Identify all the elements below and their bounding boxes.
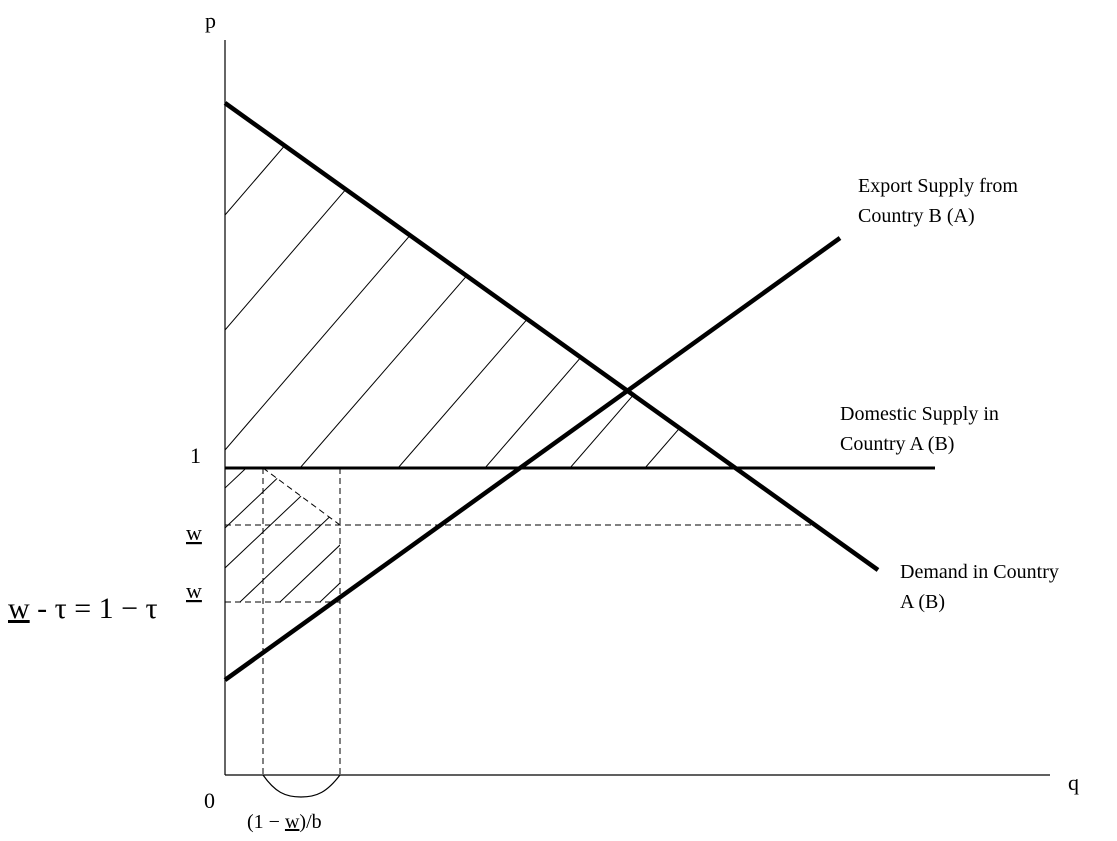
lower-hatched-area (225, 468, 340, 602)
demand-label-line2: A (B) (900, 591, 945, 613)
demand-curve (223, 101, 880, 572)
export-supply-label-line1: Export Supply from (858, 175, 1018, 197)
tick-label-w-upper: w (186, 520, 202, 545)
demand-label-line1: Demand in Country (900, 561, 1059, 583)
y-axis-label: p (205, 8, 216, 33)
brace-label-w: w (285, 811, 300, 833)
dashed-diagonal (262, 467, 341, 526)
x-axis-label: q (1068, 770, 1079, 795)
tick-label-w-lower: w (186, 578, 202, 603)
export-supply-curve (223, 236, 842, 682)
dashed-guides (225, 467, 818, 775)
brace-label: (1 − w)/b (247, 811, 322, 833)
domestic-supply-label-line2: Country A (B) (840, 433, 954, 455)
left-equation-w: w (8, 592, 30, 625)
origin-label: 0 (204, 788, 215, 813)
left-equation: w - τ = 1 − τ (8, 592, 158, 625)
brace-label-suffix: )/b (299, 811, 321, 833)
export-supply-label-line2: Country B (A) (858, 205, 975, 227)
x-brace (262, 774, 341, 798)
upper-hatched-area (225, 103, 738, 468)
domestic-supply-label-line1: Domestic Supply in (840, 403, 999, 425)
tick-label-one: 1 (190, 443, 201, 468)
left-equation-rest: - τ = 1 − τ (30, 592, 158, 625)
brace-label-prefix: (1 − (247, 811, 285, 833)
